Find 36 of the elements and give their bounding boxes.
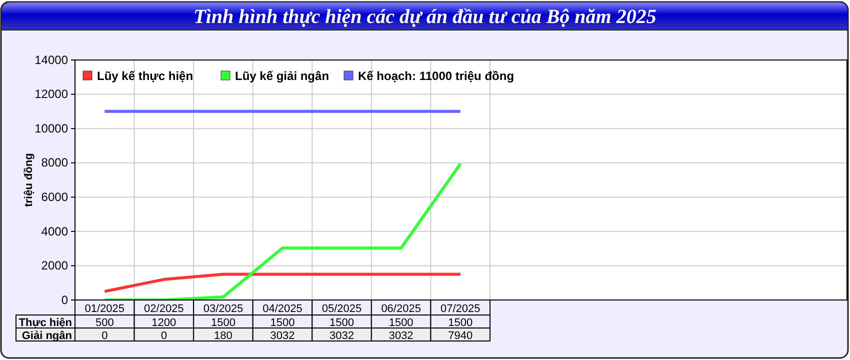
y-axis-title: triệu đồng bbox=[23, 153, 35, 207]
data-label: 1500 bbox=[210, 317, 236, 329]
text: Giải ngân bbox=[22, 330, 72, 342]
data-label: 1500 bbox=[330, 317, 354, 329]
data-label: 3032 bbox=[330, 330, 354, 342]
data-label: 3032 bbox=[270, 330, 295, 342]
legend-label: Kế hoạch: 11000 triệu đồng bbox=[358, 69, 514, 83]
data-label: 7940 bbox=[448, 330, 473, 342]
data-label: 1500 bbox=[388, 317, 414, 329]
data-label: 0 bbox=[160, 330, 167, 342]
y-tick-label: 0 bbox=[61, 292, 68, 307]
x-tick-label: 06/2025 bbox=[381, 303, 421, 315]
y-tick-label: 6000 bbox=[41, 190, 68, 204]
data-label: 500 bbox=[95, 317, 114, 329]
x-tick-label: 04/2025 bbox=[262, 303, 302, 315]
x-tick-label: 07/2025 bbox=[440, 303, 480, 315]
x-tick-label: 02/2025 bbox=[144, 303, 184, 315]
x-tick-label: 03/2025 bbox=[203, 303, 244, 315]
data-label: 1500 bbox=[270, 317, 295, 329]
y-tick-label: 10000 bbox=[34, 121, 68, 136]
data-label: 1200 bbox=[152, 317, 176, 329]
chart-title: Tình hình thực hiện các dự án đầu tư của Bộ năm 2025 bbox=[194, 6, 656, 28]
data-label: 180 bbox=[214, 330, 232, 342]
legend-label: Lũy kế giải ngân bbox=[235, 69, 330, 83]
y-tick-label: 4000 bbox=[41, 224, 68, 238]
x-tick-label: 05/2025 bbox=[322, 303, 362, 315]
data-label: 1500 bbox=[448, 317, 473, 329]
legend-label: Lũy kế thực hiện bbox=[97, 69, 194, 83]
y-tick-label: 14000 bbox=[34, 52, 68, 67]
y-tick-label: 8000 bbox=[41, 156, 68, 170]
data-label: 0 bbox=[102, 330, 108, 342]
x-tick-label: 01/2025 bbox=[84, 303, 125, 315]
y-tick-label: 12000 bbox=[34, 87, 68, 102]
text: Thực hiện bbox=[18, 317, 72, 329]
y-tick-label: 2000 bbox=[41, 258, 68, 273]
data-label: 3032 bbox=[388, 330, 414, 342]
